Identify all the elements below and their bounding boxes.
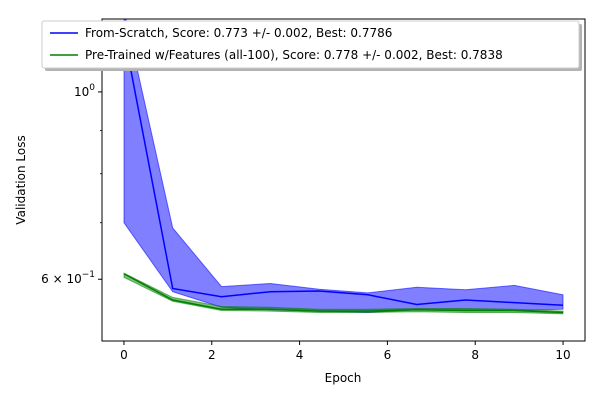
legend-label-pre-trained: Pre-Trained w/Features (all-100), Score:… (85, 48, 503, 62)
x-tick-label: 2 (208, 348, 216, 362)
legend-box (41, 20, 580, 69)
plot-frame (101, 18, 586, 342)
x-tick-label: 0 (120, 348, 128, 362)
x-tick-label: 6 (384, 348, 392, 362)
legend-label-from-scratch: From-Scratch, Score: 0.773 +/- 0.002, Be… (85, 26, 392, 40)
x-tick-label: 8 (471, 348, 479, 362)
series-line-pre-trained (123, 273, 564, 314)
plot-lines (123, 34, 564, 314)
x-axis-label: Epoch (325, 371, 362, 385)
series-line-from-scratch (123, 34, 564, 306)
y-axis-label: Validation Loss (14, 135, 28, 224)
x-tick-label: 10 (555, 348, 570, 362)
y-axis: 6 × 10−1 100 (41, 83, 102, 286)
legend: From-Scratch, Score: 0.773 +/- 0.002, Be… (41, 20, 582, 71)
confidence-band-pre-trained (123, 272, 564, 315)
x-axis: 0 2 4 6 8 10 (120, 341, 571, 362)
y-tick-label: 100 (74, 83, 95, 99)
plot-fills (123, 19, 564, 315)
x-tick-label: 4 (296, 348, 304, 362)
y-tick-label: 6 × 10−1 (41, 270, 95, 286)
